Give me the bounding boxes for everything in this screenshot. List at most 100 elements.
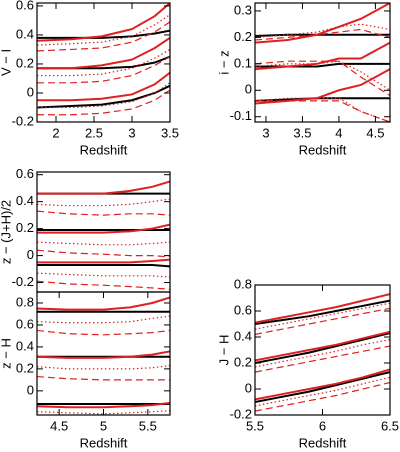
y-tick-label: 0: [27, 247, 34, 262]
series-line: [37, 375, 170, 381]
series-line: [255, 100, 390, 122]
series-line: [37, 223, 170, 234]
x-tick-label: 2.5: [85, 125, 103, 140]
x-tick-label: 6.5: [381, 418, 399, 433]
y-tick-label: 0.2: [16, 360, 34, 375]
frame: [36, 2, 171, 123]
x-tick-label: 5.5: [246, 418, 264, 433]
x-tick-label: 2: [52, 125, 59, 140]
y-tick-label: 0.6: [234, 302, 252, 317]
series-line: [255, 28, 390, 41]
lines: [37, 296, 170, 415]
series-line: [37, 71, 170, 102]
series-line: [255, 368, 390, 401]
series-line: [255, 33, 390, 38]
lines: [37, 180, 170, 290]
x-tick-label: 4.5: [50, 418, 68, 433]
y-tick-label: 0.2: [16, 55, 34, 70]
series-line: [37, 258, 170, 264]
series-line: [37, 401, 170, 409]
series-line: [255, 299, 390, 325]
series-line: [37, 56, 170, 84]
series-line: [255, 60, 390, 91]
series-line: [37, 36, 170, 70]
y-axis-label: z − H: [0, 338, 13, 369]
series-line: [37, 21, 170, 52]
y-tick-label: 0.8: [16, 294, 34, 309]
series-line: [37, 249, 170, 258]
x-tick-label: 3.5: [293, 125, 311, 140]
series-line: [37, 3, 170, 42]
panel: -0.2 0 0.2 0.4 0.6 0.8 5.5 6 6.5 Redshift J − H: [216, 276, 399, 450]
y-tick-label: 0.4: [16, 193, 34, 208]
series-line: [255, 339, 390, 368]
y-tick-label: 0: [27, 382, 34, 397]
series-line: [37, 272, 170, 278]
frame: [254, 2, 391, 123]
series-line: [37, 364, 170, 370]
y-tick-label: 0: [245, 380, 252, 395]
series-line: [37, 55, 170, 70]
series-line: [37, 210, 170, 216]
y-axis-label: J − H: [216, 335, 231, 366]
x-axis-label: Redshift: [80, 435, 128, 450]
y-axis-label: V − I: [0, 49, 13, 76]
y-tick-label: 0.1: [234, 55, 252, 70]
panel: -0.2 0 0.2 0.4 0.6 2 2.5 3 3.5 Redshift V − I: [0, 0, 179, 157]
series-line: [255, 307, 390, 335]
lines: [255, 3, 390, 122]
y-tick-label: 0.4: [16, 338, 34, 353]
y-tick-label: 0.2: [234, 354, 252, 369]
x-axis-label: Redshift: [299, 142, 347, 157]
series-line: [37, 329, 170, 336]
series-line: [37, 48, 170, 77]
panel: -0.1 0 0.1 0.2 0.3 3 3.5 4 4.5 Redshift i − z: [216, 2, 391, 157]
lines: [255, 293, 390, 412]
series-line: [37, 180, 170, 195]
series-line: [37, 280, 170, 290]
x-tick-label: 3: [128, 125, 135, 140]
series-line: [255, 60, 390, 97]
series-line: [255, 330, 390, 362]
series-line: [37, 198, 170, 207]
y-tick-label: 0.2: [16, 220, 34, 235]
y-tick-label: 0.3: [234, 2, 252, 17]
series-line: [37, 241, 170, 246]
series-line: [37, 14, 170, 46]
series-line: [255, 302, 390, 330]
series-line: [37, 264, 170, 268]
y-tick-label: 0.8: [234, 276, 252, 291]
series-line: [255, 293, 390, 324]
series-line: [255, 3, 390, 44]
x-tick-label: 3.5: [161, 125, 179, 140]
series-line: [37, 315, 170, 324]
y-axis-label: z − (J+H)/2: [0, 200, 13, 264]
series-line: [37, 84, 170, 109]
x-tick-label: 5: [100, 418, 107, 433]
y-tick-label: 0.6: [16, 0, 34, 12]
y-tick-label: -0.1: [230, 108, 252, 123]
panel: -0.2 0 0.2 0.4 0.6 z − (J+H)/2: [0, 166, 171, 293]
series-line: [255, 41, 390, 71]
series-line: [255, 371, 390, 403]
x-axis-label: Redshift: [299, 435, 347, 450]
panel: 0 0.2 0.4 0.6 0.8 4.5 5 5.5 Redshift z − H: [0, 291, 171, 450]
series-line: [255, 345, 390, 373]
series-line: [37, 89, 170, 116]
y-tick-label: 0.2: [234, 29, 252, 44]
lines: [37, 3, 170, 116]
y-tick-label: -0.2: [12, 113, 34, 128]
series-line: [37, 29, 170, 39]
series-line: [37, 296, 170, 311]
series-line: [255, 332, 390, 364]
x-tick-label: 3: [262, 125, 269, 140]
y-tick-label: 0.6: [16, 316, 34, 331]
y-tick-label: 0.4: [16, 26, 34, 41]
y-tick-label: -0.2: [12, 274, 34, 289]
y-tick-label: 0.4: [234, 328, 252, 343]
x-tick-label: 4.5: [366, 125, 384, 140]
y-tick-label: 0: [245, 82, 252, 97]
y-axis-label: i − z: [216, 50, 231, 74]
series-line: [255, 97, 390, 122]
